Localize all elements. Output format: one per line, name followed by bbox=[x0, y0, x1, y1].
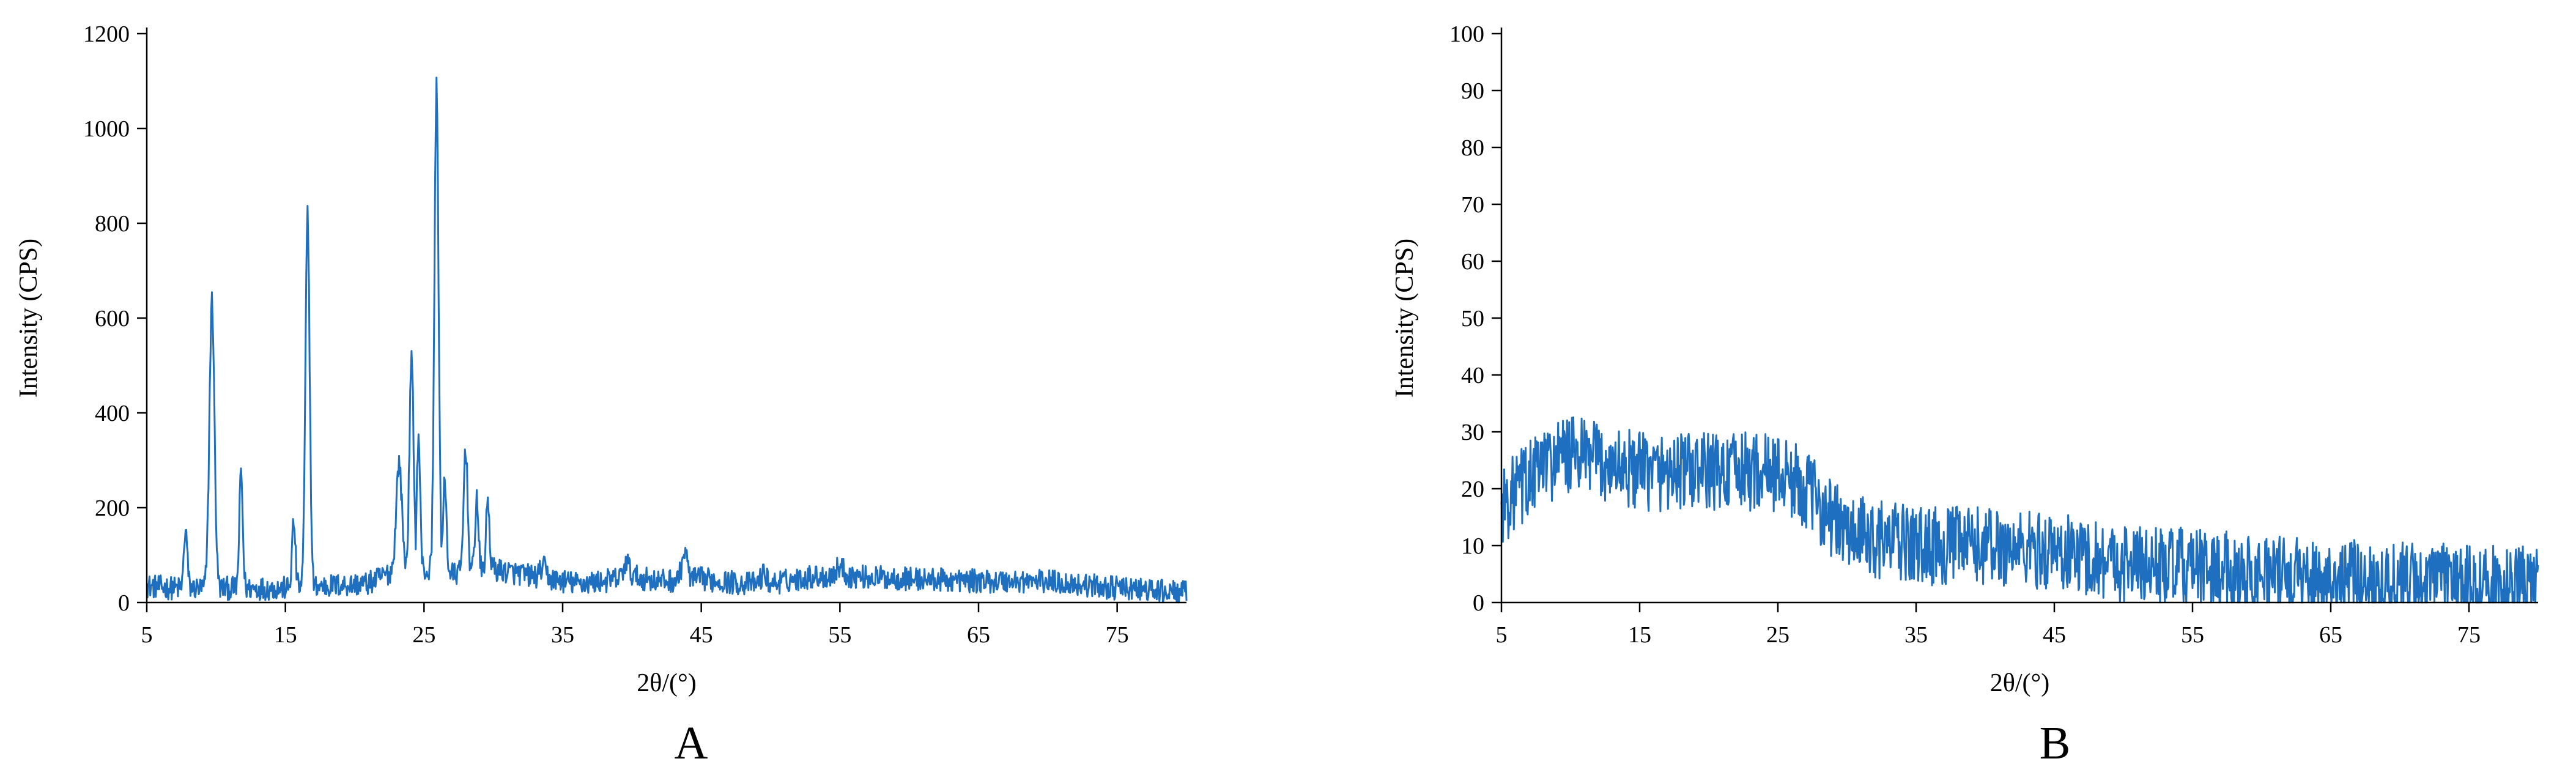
x-tick-label: 5 bbox=[1496, 622, 1508, 648]
y-tick-label: 10 bbox=[1461, 533, 1484, 559]
y-tick-label: 90 bbox=[1461, 78, 1484, 104]
x-tick-label: 45 bbox=[2043, 622, 2066, 648]
y-tick-label: 0 bbox=[118, 590, 130, 616]
series-line bbox=[1500, 416, 2539, 604]
y-axis-title: Intensity (CPS) bbox=[15, 239, 43, 398]
y-tick-label: 800 bbox=[95, 211, 130, 237]
y-tick-label: 600 bbox=[95, 306, 130, 332]
y-tick-label: 100 bbox=[1449, 21, 1484, 47]
panel-label: A bbox=[675, 718, 708, 769]
x-tick-label: 75 bbox=[2457, 622, 2481, 648]
y-axis-title: Intensity (CPS) bbox=[1391, 239, 1419, 398]
x-axis-title: 2θ/(°) bbox=[1990, 669, 2050, 697]
y-tick-label: 60 bbox=[1461, 249, 1484, 275]
y-tick-label: 1200 bbox=[83, 21, 130, 47]
x-tick-label: 35 bbox=[1904, 622, 1928, 648]
x-tick-label: 25 bbox=[1766, 622, 1790, 648]
y-tick-label: 20 bbox=[1461, 476, 1484, 502]
y-tick-label: 80 bbox=[1461, 135, 1484, 161]
y-tick-label: 0 bbox=[1473, 590, 1484, 616]
y-tick-label: 50 bbox=[1461, 306, 1484, 332]
x-tick-label: 15 bbox=[1628, 622, 1651, 648]
y-tick-label: 70 bbox=[1461, 192, 1484, 218]
x-axis-title: 2θ/(°) bbox=[637, 669, 697, 697]
x-tick-label: 15 bbox=[274, 622, 297, 648]
x-tick-label: 65 bbox=[2319, 622, 2342, 648]
x-tick-label: 55 bbox=[828, 622, 851, 648]
x-tick-label: 65 bbox=[967, 622, 990, 648]
chart-panel-a: 0 200 400 600 800 1000 1200 5 15 25 35 45 55 65 75 2θ/(… bbox=[15, 21, 1188, 769]
y-tick-label: 400 bbox=[95, 401, 130, 426]
y-tick-label: 30 bbox=[1461, 420, 1484, 445]
y-tick-label: 1000 bbox=[83, 116, 130, 142]
series-line bbox=[146, 76, 1188, 604]
panel-label: B bbox=[2040, 718, 2071, 769]
x-tick-label: 75 bbox=[1106, 622, 1129, 648]
x-tick-label: 25 bbox=[412, 622, 435, 648]
chart-panel-b: 0 10 20 30 40 50 60 70 80 90 100 5 15 25 35 45 55 65 75 2θ/… bbox=[1391, 21, 2539, 769]
x-tick-label: 5 bbox=[141, 622, 153, 648]
x-tick-label: 55 bbox=[2181, 622, 2204, 648]
x-tick-label: 45 bbox=[690, 622, 713, 648]
x-tick-label: 35 bbox=[551, 622, 574, 648]
y-tick-label: 40 bbox=[1461, 363, 1484, 388]
y-tick-label: 200 bbox=[95, 495, 130, 521]
